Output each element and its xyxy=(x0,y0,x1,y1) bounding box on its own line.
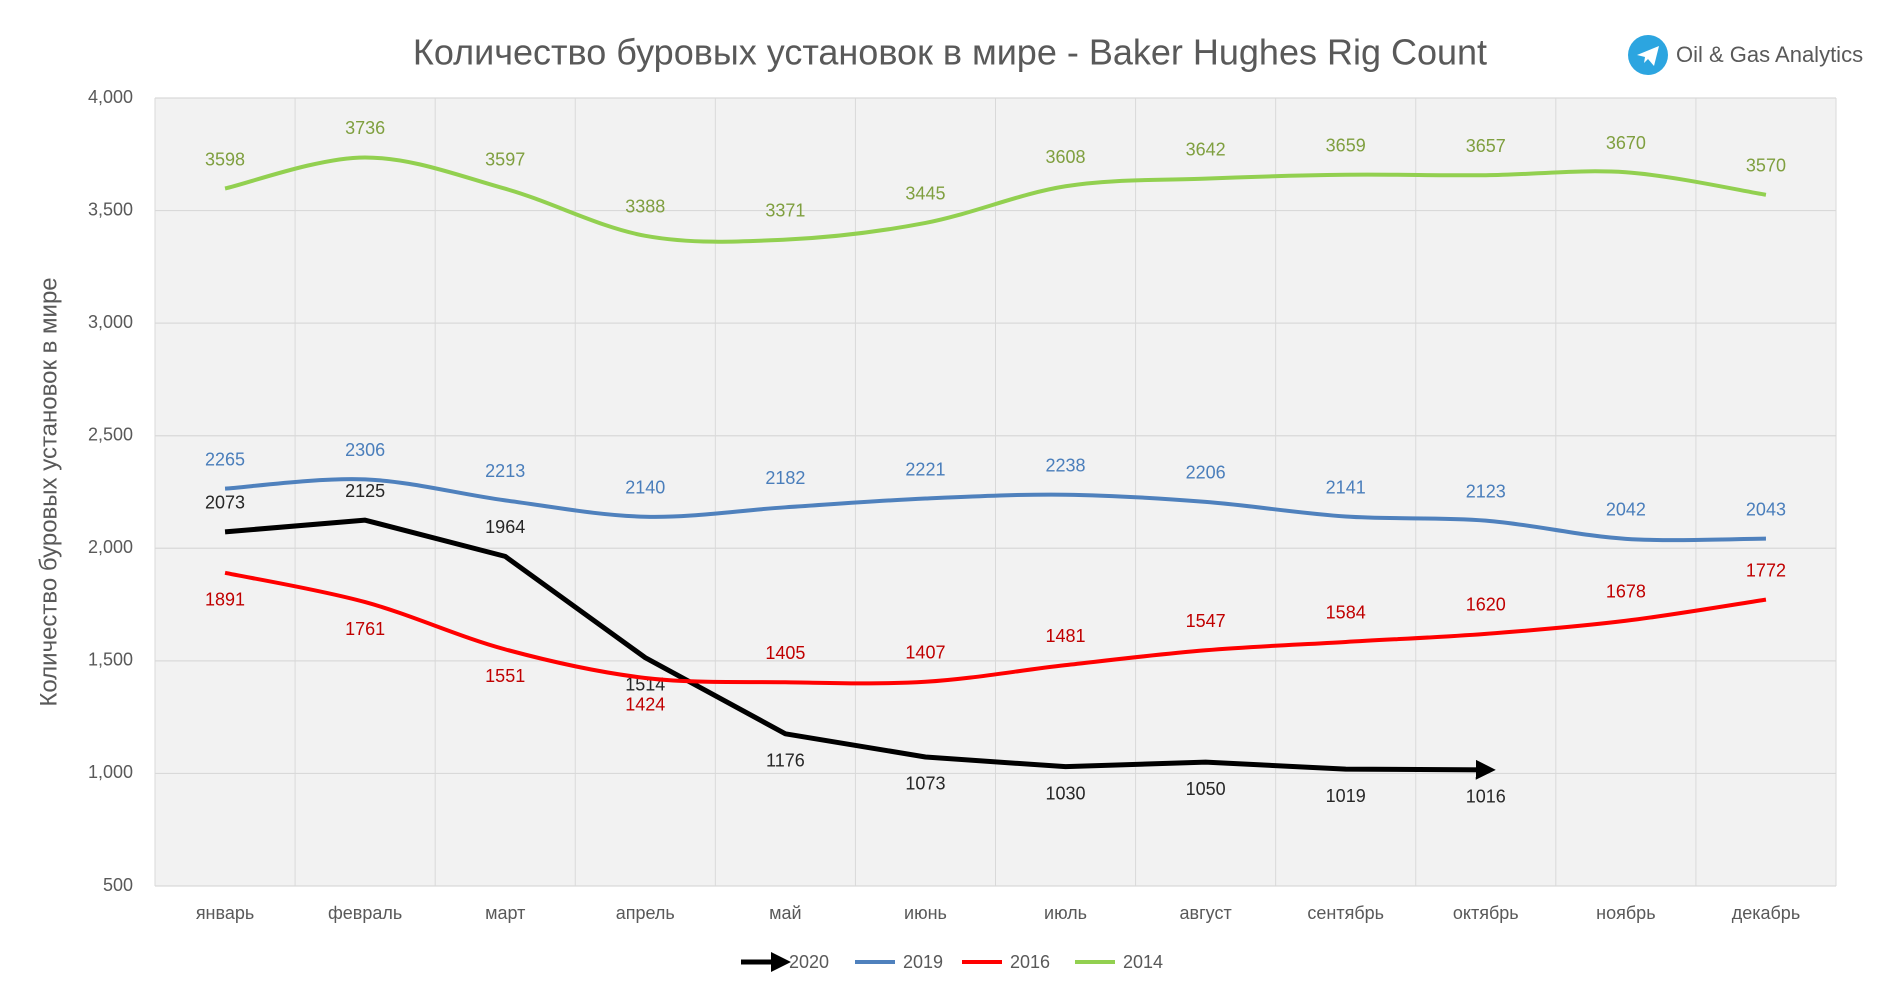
data-label: 1407 xyxy=(905,643,945,663)
data-label: 2042 xyxy=(1606,500,1646,520)
data-label: 3736 xyxy=(345,118,385,138)
data-label: 2213 xyxy=(485,461,525,481)
data-label: 3642 xyxy=(1186,139,1226,159)
legend-label: 2016 xyxy=(1010,952,1050,972)
data-label: 2140 xyxy=(625,478,665,498)
data-label: 2221 xyxy=(905,459,945,479)
y-tick-label: 1,500 xyxy=(88,650,133,670)
x-tick-label: март xyxy=(485,903,525,923)
data-label: 1405 xyxy=(765,643,805,663)
data-label: 1030 xyxy=(1046,783,1086,803)
y-tick-label: 3,500 xyxy=(88,199,133,219)
x-tick-label: февраль xyxy=(328,903,402,923)
data-label: 1424 xyxy=(625,695,665,715)
data-label: 2043 xyxy=(1746,499,1786,519)
data-label: 3659 xyxy=(1326,136,1366,156)
x-tick-label: ноябрь xyxy=(1596,903,1655,923)
watermark-text: Oil & Gas Analytics xyxy=(1676,42,1863,67)
data-label: 2141 xyxy=(1326,477,1366,497)
y-axis-title: Количество буровых установок в мире xyxy=(35,277,62,706)
data-label: 1050 xyxy=(1186,779,1226,799)
data-label: 3657 xyxy=(1466,136,1506,156)
y-tick-label: 3,000 xyxy=(88,312,133,332)
y-tick-label: 2,000 xyxy=(88,537,133,557)
data-label: 1584 xyxy=(1326,603,1366,623)
data-label: 3371 xyxy=(765,200,805,220)
data-label: 1891 xyxy=(205,590,245,610)
x-tick-label: сентябрь xyxy=(1307,903,1384,923)
data-label: 1964 xyxy=(485,517,525,537)
data-label: 3570 xyxy=(1746,156,1786,176)
x-tick-label: декабрь xyxy=(1732,903,1801,923)
x-tick-label: апрель xyxy=(616,903,675,923)
data-label: 1547 xyxy=(1186,611,1226,631)
data-label: 2265 xyxy=(205,449,245,469)
y-tick-label: 500 xyxy=(103,875,133,895)
x-tick-label: январь xyxy=(196,903,254,923)
data-label: 3388 xyxy=(625,197,665,217)
data-label: 1551 xyxy=(485,666,525,686)
data-label: 3598 xyxy=(205,149,245,169)
chart-title: Количество буровых установок в мире - Ba… xyxy=(413,32,1487,73)
data-label: 1678 xyxy=(1606,582,1646,602)
x-tick-label: июль xyxy=(1044,903,1087,923)
data-label: 2238 xyxy=(1046,455,1086,475)
y-tick-label: 1,000 xyxy=(88,762,133,782)
data-label: 2125 xyxy=(345,481,385,501)
data-label: 1620 xyxy=(1466,595,1506,615)
data-label: 3597 xyxy=(485,149,525,169)
data-label: 1019 xyxy=(1326,786,1366,806)
y-tick-label: 4,000 xyxy=(88,87,133,107)
series-line xyxy=(224,517,1496,780)
legend-label: 2020 xyxy=(789,952,829,972)
legend-label: 2014 xyxy=(1123,952,1163,972)
data-label: 2206 xyxy=(1186,463,1226,483)
data-label: 2182 xyxy=(765,468,805,488)
data-label: 3608 xyxy=(1046,147,1086,167)
data-label: 1772 xyxy=(1746,560,1786,580)
data-label: 3670 xyxy=(1606,133,1646,153)
data-label: 1073 xyxy=(905,774,945,794)
data-label: 2123 xyxy=(1466,481,1506,501)
data-label: 3445 xyxy=(905,184,945,204)
telegram-plane xyxy=(1637,46,1659,66)
x-tick-label: август xyxy=(1180,903,1232,923)
legend-label: 2019 xyxy=(903,952,943,972)
data-label: 1176 xyxy=(766,751,805,771)
data-label: 1016 xyxy=(1466,787,1506,807)
watermark: Oil & Gas Analytics xyxy=(1628,35,1863,75)
data-label: 1761 xyxy=(345,619,385,639)
series-line xyxy=(224,570,1767,686)
data-label: 2073 xyxy=(205,493,245,513)
data-label: 1481 xyxy=(1046,626,1086,646)
x-tick-label: май xyxy=(769,903,801,923)
x-tick-label: октябрь xyxy=(1453,903,1519,923)
series-line xyxy=(224,477,1766,543)
x-tick-label: июнь xyxy=(904,903,947,923)
data-label: 2306 xyxy=(345,440,385,460)
y-tick-label: 2,500 xyxy=(88,424,133,444)
series-line xyxy=(224,155,1767,244)
